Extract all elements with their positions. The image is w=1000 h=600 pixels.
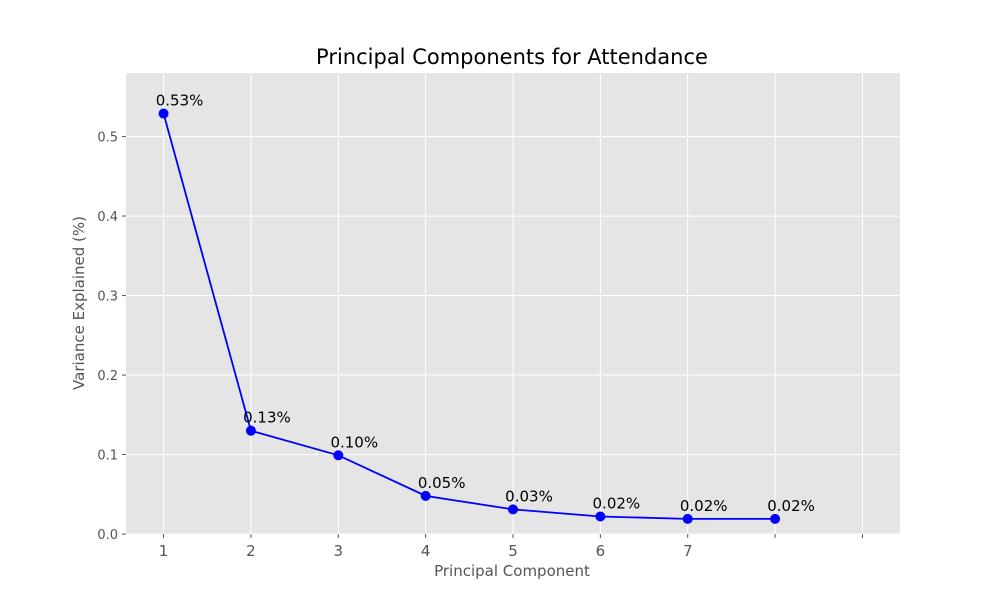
data-label: 0.10% <box>330 433 378 451</box>
x-tick-label: 4 <box>421 542 431 560</box>
y-tick-label: 0.5 <box>97 131 118 146</box>
data-point <box>420 490 431 501</box>
y-axis-label: Variance Explained (%) <box>70 216 88 390</box>
data-point <box>333 450 344 461</box>
data-label: 0.53% <box>156 92 204 110</box>
data-point <box>595 511 606 522</box>
data-label: 0.02% <box>593 495 641 513</box>
y-axis-ticks: 0.0 0.1 0.2 0.3 0.4 0.5 <box>97 131 126 543</box>
data-label: 0.05% <box>418 474 466 492</box>
x-tick-label: 5 <box>508 542 518 560</box>
data-point <box>508 504 518 515</box>
x-axis-label: Principal Component <box>434 562 590 580</box>
data-point <box>770 513 781 524</box>
x-tick-label: 3 <box>334 542 344 560</box>
x-tick-label: 1 <box>159 542 169 560</box>
y-tick-label: 0.3 <box>97 290 118 305</box>
y-tick-label: 0.0 <box>97 528 118 543</box>
x-axis-ticks: 1 2 3 4 5 6 7 <box>159 534 863 560</box>
data-label: 0.13% <box>243 409 291 427</box>
data-label: 0.02% <box>680 497 728 515</box>
y-tick-label: 0.4 <box>97 210 118 225</box>
series-variance-explained <box>158 108 781 524</box>
data-point <box>158 108 169 119</box>
data-label: 0.02% <box>767 497 815 515</box>
data-label: 0.03% <box>505 487 553 505</box>
grid-lines <box>126 73 900 535</box>
data-point <box>245 425 256 436</box>
y-tick-label: 0.1 <box>97 449 118 464</box>
x-tick-label: 7 <box>683 542 693 560</box>
data-point <box>682 513 693 524</box>
chart-title: Principal Components for Attendance <box>316 45 708 69</box>
x-tick-label: 2 <box>246 542 256 560</box>
data-labels: 0.53% 0.13% 0.10% 0.05% 0.03% 0.02% 0.02% 0.02% <box>156 92 815 515</box>
y-tick-label: 0.2 <box>97 369 118 384</box>
series-line <box>162 113 776 520</box>
x-tick-label: 6 <box>596 542 606 560</box>
